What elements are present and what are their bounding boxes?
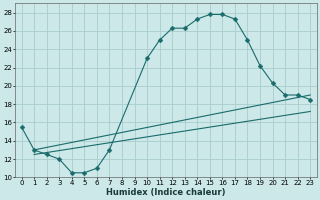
X-axis label: Humidex (Indice chaleur): Humidex (Indice chaleur)	[106, 188, 226, 197]
